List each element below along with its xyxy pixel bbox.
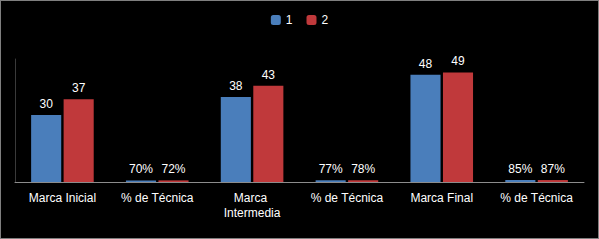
svg-text:Marca: Marca xyxy=(234,191,271,205)
svg-text:49: 49 xyxy=(451,54,465,68)
svg-text:Marca Final: Marca Final xyxy=(410,191,473,205)
svg-text:2: 2 xyxy=(322,13,329,27)
svg-text:85%: 85% xyxy=(508,162,532,176)
svg-text:Marca Inicial: Marca Inicial xyxy=(29,191,96,205)
svg-text:% de Técnica: % de Técnica xyxy=(500,191,573,205)
svg-text:77%: 77% xyxy=(319,162,343,176)
svg-text:% de Técnica: % de Técnica xyxy=(311,191,384,205)
svg-text:48: 48 xyxy=(419,57,433,71)
svg-text:70%: 70% xyxy=(129,162,153,176)
svg-text:72%: 72% xyxy=(161,162,185,176)
svg-text:38: 38 xyxy=(229,79,243,93)
svg-text:78%: 78% xyxy=(351,162,375,176)
svg-text:Intermedia: Intermedia xyxy=(224,206,281,220)
svg-text:87%: 87% xyxy=(541,162,565,176)
svg-text:30: 30 xyxy=(39,97,53,111)
svg-text:43: 43 xyxy=(262,68,276,82)
svg-text:1: 1 xyxy=(286,13,293,27)
svg-text:% de Técnica: % de Técnica xyxy=(121,191,194,205)
svg-text:37: 37 xyxy=(72,81,86,95)
